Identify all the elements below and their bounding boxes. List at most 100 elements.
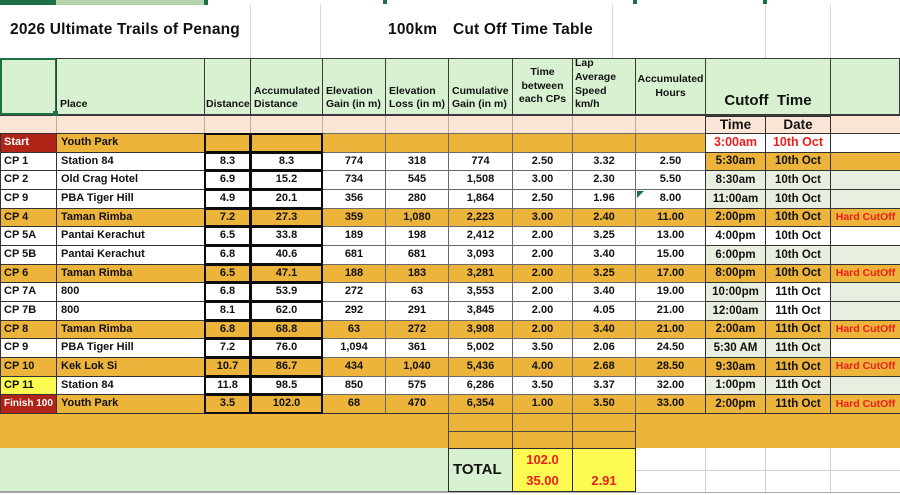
cell-hours[interactable]: 19.00 [635, 282, 706, 302]
cell-gain[interactable]: 68 [322, 394, 386, 414]
header-accumulated-distance[interactable]: Accumulated Distance [250, 58, 323, 115]
total-left-green-block[interactable] [0, 448, 449, 492]
total-label-cell[interactable]: TOTAL [448, 448, 514, 492]
cell-cum[interactable]: 3,281 [448, 263, 513, 284]
cell-place[interactable]: Station 84 [56, 151, 205, 172]
cell-distance[interactable]: 8.1 [204, 301, 251, 321]
header-accumulated-hours[interactable]: Accumulated Hours [635, 58, 706, 115]
cell-time[interactable]: 8:00pm [705, 263, 766, 284]
cell-distance[interactable]: 7.2 [204, 207, 251, 228]
cell-cum[interactable]: 3,908 [448, 319, 513, 340]
cell-cum[interactable]: 3,553 [448, 282, 513, 302]
gold-band-cell[interactable] [512, 413, 573, 432]
cell-label[interactable]: CP 5A [0, 226, 57, 246]
header-lap-average-speed[interactable]: Lap Average Speed km/h [572, 57, 636, 115]
cell-time[interactable]: 9:30am [705, 357, 766, 377]
cell-accum[interactable]: 33.8 [250, 226, 323, 246]
cell-time[interactable]: 11:00am [705, 189, 766, 209]
cell-gain[interactable]: 359 [322, 207, 386, 228]
total-distance-hours-cell[interactable]: 102.0 35.00 [512, 448, 573, 492]
cell-tbetween[interactable]: 4.00 [512, 357, 573, 377]
cell-distance[interactable]: 10.7 [204, 357, 251, 377]
subheader-date[interactable]: Date [765, 116, 831, 134]
cell-distance[interactable]: 4.9 [204, 189, 251, 209]
cell-lap[interactable]: 2.68 [572, 357, 636, 377]
cell-accum[interactable]: 15.2 [250, 170, 323, 190]
cell-hard[interactable] [830, 245, 900, 265]
cell-lap[interactable] [572, 133, 636, 153]
cell-distance[interactable]: 11.8 [204, 375, 251, 396]
cell-hard[interactable] [830, 170, 900, 190]
gold-band-cell[interactable] [512, 430, 573, 449]
cell-loss[interactable]: 291 [385, 301, 449, 321]
cell-hours[interactable]: 8.00 [635, 189, 706, 209]
cell-date[interactable]: 10th Oct [765, 263, 831, 284]
cell-loss[interactable]: 1,040 [385, 357, 449, 377]
cell-lap[interactable]: 3.40 [572, 245, 636, 265]
cell-gain[interactable]: 681 [322, 245, 386, 265]
cell-accum[interactable]: 68.8 [250, 319, 323, 340]
cell-tbetween[interactable]: 2.50 [512, 151, 573, 172]
cell-hours[interactable]: 24.50 [635, 338, 706, 358]
cell-cum[interactable] [448, 133, 513, 153]
cell-place[interactable]: 800 [56, 282, 205, 302]
cell-tbetween[interactable]: 2.00 [512, 226, 573, 246]
cell-gain[interactable]: 1,094 [322, 338, 386, 358]
header-corner-cell[interactable] [0, 58, 57, 115]
cell-time[interactable]: 12:00am [705, 301, 766, 321]
cell-date[interactable]: 10th Oct [765, 226, 831, 246]
cell-place[interactable]: Kek Lok Si [56, 357, 205, 377]
cell-date[interactable]: 10th Oct [765, 189, 831, 209]
cell-hours[interactable]: 21.00 [635, 319, 706, 340]
cell-label[interactable]: CP 2 [0, 170, 57, 190]
cell-cum[interactable]: 2,223 [448, 207, 513, 228]
cell-loss[interactable]: 681 [385, 245, 449, 265]
cell-loss[interactable] [385, 133, 449, 153]
header-elevation-gain[interactable]: Elevation Gain (in m) [322, 58, 386, 115]
cell-accum[interactable]: 102.0 [250, 394, 323, 414]
cell-distance[interactable]: 6.5 [204, 226, 251, 246]
cell-tbetween[interactable]: 2.00 [512, 319, 573, 340]
cell-tbetween[interactable]: 3.00 [512, 207, 573, 228]
cell-label[interactable]: Finish 100 [0, 394, 57, 414]
cell-lap[interactable]: 3.32 [572, 151, 636, 172]
cell-accum[interactable]: 20.1 [250, 189, 323, 209]
cell-place[interactable]: Old Crag Hotel [56, 170, 205, 190]
header-distance[interactable]: Distance [204, 58, 251, 115]
cell-loss[interactable]: 318 [385, 151, 449, 172]
cell-time[interactable]: 8:30am [705, 170, 766, 190]
cell-date[interactable]: 11th Oct [765, 375, 831, 396]
gold-band-cell[interactable] [448, 430, 513, 449]
cell-label[interactable]: CP 10 [0, 357, 57, 377]
cell-hours[interactable]: 5.50 [635, 170, 706, 190]
gold-band-cell[interactable] [572, 430, 636, 449]
cell-label[interactable]: CP 7B [0, 301, 57, 321]
cell-hours[interactable]: 11.00 [635, 207, 706, 228]
cell-distance[interactable]: 7.2 [204, 338, 251, 358]
cell-loss[interactable]: 63 [385, 282, 449, 302]
cell-time[interactable]: 5:30am [705, 151, 766, 172]
cell-lap[interactable]: 3.40 [572, 319, 636, 340]
gold-band-cell[interactable] [572, 413, 636, 432]
cell-gain[interactable]: 189 [322, 226, 386, 246]
header-time-between-cps[interactable]: Time between each CPs [512, 58, 573, 115]
cell-distance[interactable]: 8.3 [204, 151, 251, 172]
cell-loss[interactable]: 545 [385, 170, 449, 190]
cell-time[interactable]: 2:00pm [705, 394, 766, 414]
cell-distance[interactable]: 6.8 [204, 282, 251, 302]
cell-time[interactable]: 2:00pm [705, 207, 766, 228]
cell-accum[interactable]: 47.1 [250, 263, 323, 284]
cell-label[interactable]: CP 7A [0, 282, 57, 302]
subheader-time[interactable]: Time [705, 116, 766, 134]
cell-date[interactable]: 10th Oct [765, 207, 831, 228]
cell-place[interactable]: Taman Rimba [56, 207, 205, 228]
header-elevation-loss[interactable]: Elevation Loss (in m) [385, 58, 449, 115]
cell-loss[interactable]: 280 [385, 189, 449, 209]
cell-cum[interactable]: 3,845 [448, 301, 513, 321]
cell-date[interactable]: 10th Oct [765, 151, 831, 172]
cell-lap[interactable]: 3.40 [572, 282, 636, 302]
cell-distance[interactable]: 6.5 [204, 263, 251, 284]
cell-time[interactable]: 6:00pm [705, 245, 766, 265]
cell-place[interactable]: PBA Tiger Hill [56, 189, 205, 209]
cell-label[interactable]: CP 11 [0, 375, 57, 396]
